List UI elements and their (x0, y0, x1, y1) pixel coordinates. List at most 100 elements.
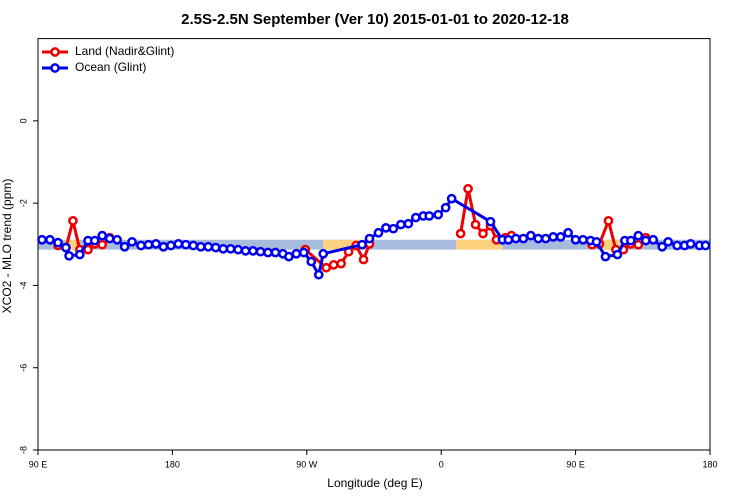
data-point (440, 202, 451, 213)
data-point (104, 233, 115, 244)
x-tick-label: 0 (439, 459, 444, 469)
data-point (313, 269, 324, 280)
data-point (503, 234, 514, 245)
data-point (263, 247, 273, 258)
data-point (233, 244, 243, 255)
data-point (578, 234, 588, 245)
data-point (74, 249, 85, 260)
data-point (45, 234, 55, 245)
band-segment (599, 239, 621, 250)
data-point (657, 241, 668, 252)
data-point (173, 239, 184, 249)
data-point (195, 241, 206, 252)
data-point (270, 247, 281, 258)
data-point (358, 254, 369, 265)
data-point (89, 235, 100, 246)
data-point (591, 236, 602, 247)
data-point (685, 239, 696, 249)
data-point (321, 262, 332, 273)
data-point (555, 232, 566, 242)
data-point (240, 246, 251, 256)
data-point (127, 236, 137, 247)
x-axis-label: Longitude (deg E) (327, 476, 422, 490)
y-tick-label: -8 (18, 446, 28, 454)
data-point (663, 236, 674, 247)
data-point (218, 243, 229, 254)
data-point (255, 246, 266, 257)
data-point (403, 218, 414, 229)
data-point (158, 241, 169, 252)
data-point (306, 256, 317, 267)
band-segment (323, 239, 363, 250)
data-point (478, 228, 488, 239)
data-point (603, 216, 614, 226)
data-point (540, 233, 551, 244)
legend-marker (50, 63, 60, 73)
data-point (136, 240, 146, 251)
y-tick-label: -2 (18, 199, 28, 207)
data-point (373, 227, 384, 238)
data-point (112, 234, 122, 245)
data-point (225, 243, 236, 254)
data-point (364, 233, 375, 244)
data-point (446, 193, 457, 204)
data-point (37, 234, 47, 245)
legend-marker (50, 47, 60, 57)
data-point (188, 240, 199, 251)
data-point (463, 183, 473, 194)
data-point (97, 230, 108, 241)
x-tick-label: 180 (165, 459, 180, 469)
x-tick-label: 90 E (29, 459, 48, 469)
data-point (511, 233, 521, 244)
data-point (388, 223, 399, 234)
data-point (424, 211, 435, 221)
data-point (525, 230, 536, 241)
data-point (518, 233, 529, 244)
data-point (455, 228, 466, 239)
y-tick-label: -6 (18, 364, 28, 372)
data-point (563, 227, 573, 238)
y-axis-label: XCO2 - MLO trend (ppm) (0, 179, 14, 314)
data-point (433, 209, 444, 220)
x-tick-label: 90 W (296, 459, 318, 469)
data-point (61, 242, 71, 253)
data-point (143, 239, 154, 250)
data-point (640, 235, 651, 246)
data-point (381, 222, 391, 233)
data-point (203, 241, 214, 252)
data-point (633, 239, 644, 250)
data-point (357, 239, 367, 250)
data-point (64, 250, 74, 261)
data-point (410, 212, 421, 223)
data-point (470, 219, 481, 230)
data-point (97, 239, 108, 250)
data-point (284, 251, 294, 262)
data-point (672, 240, 682, 251)
x-tick-label: 90 E (566, 459, 585, 469)
band-segment (456, 239, 503, 250)
data-point (210, 242, 221, 253)
data-point (533, 233, 544, 244)
data-point (570, 234, 581, 245)
data-point (626, 235, 636, 246)
data-point (612, 249, 623, 260)
legend-label: Ocean (Glint) (75, 60, 146, 74)
y-tick-label: -4 (18, 281, 28, 289)
x-tick-label: 180 (702, 459, 717, 469)
data-point (318, 248, 329, 259)
data-point (68, 216, 78, 226)
data-point (291, 248, 302, 259)
data-point (248, 246, 258, 256)
data-point (548, 232, 559, 242)
data-point (633, 230, 644, 241)
data-point (396, 219, 406, 230)
data-point (485, 216, 496, 227)
chart-title: 2.5S-2.5N September (Ver 10) 2015-01-01 … (181, 11, 569, 28)
data-point (180, 239, 191, 250)
data-point (600, 251, 611, 262)
data-point (700, 240, 711, 251)
legend-label: Land (Nadir&Glint) (75, 44, 174, 58)
data-point (328, 260, 339, 270)
